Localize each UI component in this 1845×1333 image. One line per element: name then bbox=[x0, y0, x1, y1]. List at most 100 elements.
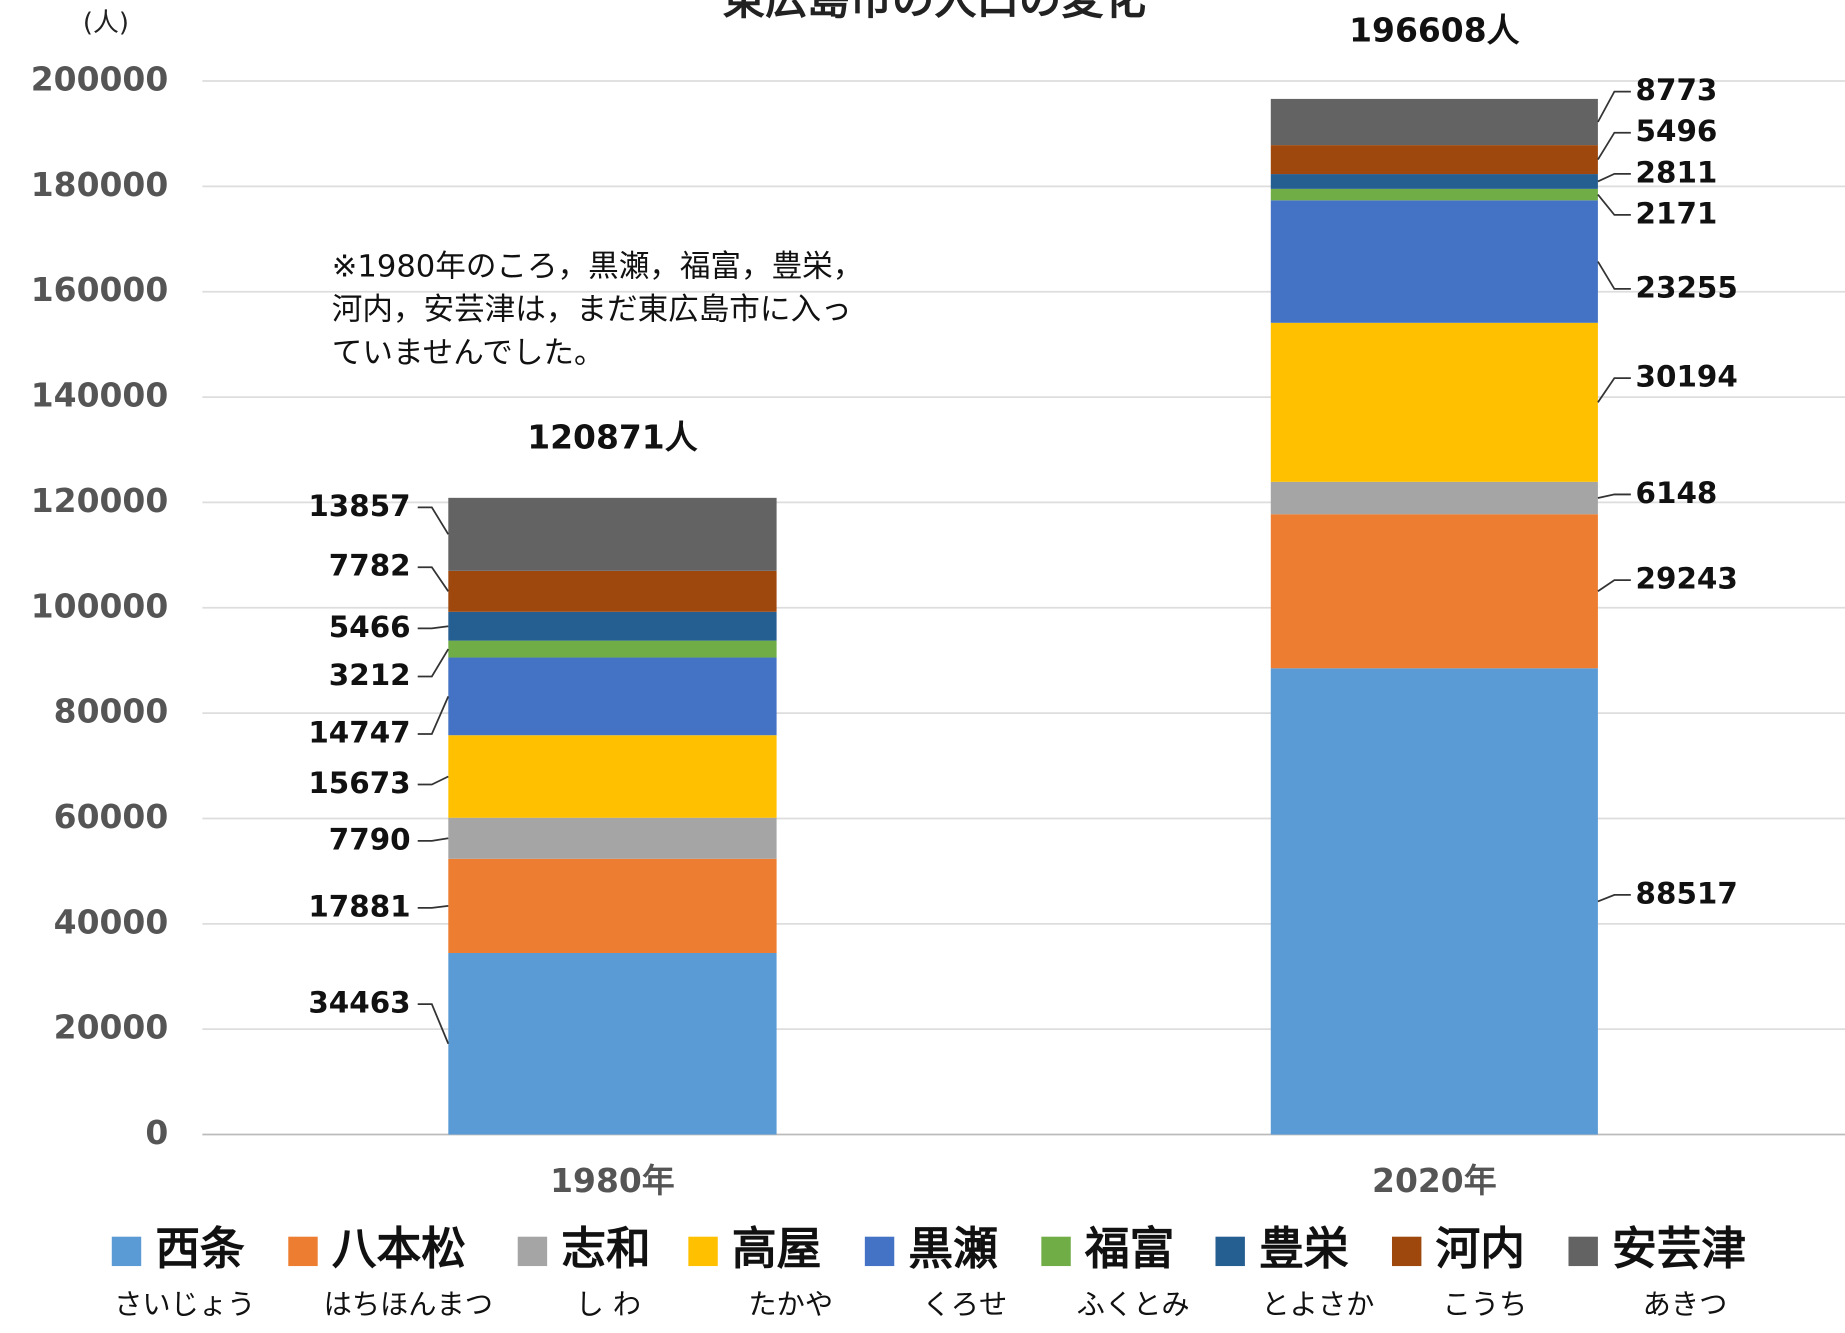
leader-line bbox=[1597, 172, 1631, 183]
bar-segment bbox=[1270, 200, 1598, 323]
x-tick-label: 1980年 bbox=[550, 1161, 675, 1200]
legend-swatch bbox=[517, 1236, 548, 1267]
legend-label: 黒瀬 bbox=[908, 1223, 998, 1275]
bar-segment bbox=[1270, 145, 1598, 175]
data-label: 5496 bbox=[1636, 114, 1718, 148]
legend-label: 福富 bbox=[1084, 1223, 1174, 1275]
legend-swatch bbox=[864, 1236, 895, 1267]
data-label: 14747 bbox=[308, 716, 410, 750]
leader-line bbox=[1597, 493, 1631, 499]
y-tick-label: 0 bbox=[145, 1113, 168, 1152]
data-label: 17881 bbox=[308, 889, 410, 923]
y-tick-label: 40000 bbox=[54, 902, 169, 941]
data-label: 88517 bbox=[1636, 876, 1738, 910]
leader-line bbox=[417, 837, 449, 842]
leader-line bbox=[417, 625, 449, 630]
y-tick-label: 100000 bbox=[31, 586, 169, 625]
legend-reading: とよさか bbox=[1261, 1288, 1374, 1321]
y-tick-label: 160000 bbox=[31, 270, 169, 309]
bar-segment bbox=[1270, 322, 1598, 482]
leader-line bbox=[1597, 894, 1631, 903]
leader-line bbox=[1597, 194, 1631, 216]
legend-label: 高屋 bbox=[732, 1223, 821, 1275]
legend-swatch bbox=[111, 1236, 142, 1267]
leader-line bbox=[417, 905, 449, 909]
y-tick-label: 60000 bbox=[54, 797, 169, 836]
data-label: 34463 bbox=[308, 986, 410, 1020]
legend-label: 志和 bbox=[561, 1223, 650, 1275]
data-label: 2811 bbox=[1636, 155, 1718, 189]
legend-reading: はちほんまつ bbox=[324, 1288, 493, 1321]
bar-segment bbox=[448, 640, 777, 658]
y-tick-label: 200000 bbox=[31, 60, 169, 99]
legend-reading: くろせ bbox=[923, 1288, 1008, 1321]
y-tick-label: 20000 bbox=[54, 1008, 169, 1047]
y-unit-label: (人) bbox=[83, 8, 129, 38]
bar-segment bbox=[448, 817, 777, 859]
chart-title: 東広島市の人口の変化 bbox=[723, 0, 1146, 24]
data-label: 6148 bbox=[1636, 476, 1718, 510]
total-label: 120871人 bbox=[527, 418, 698, 457]
bar-segment bbox=[1270, 188, 1598, 201]
total-label: 196608人 bbox=[1349, 10, 1520, 49]
bar-segment bbox=[448, 952, 777, 1135]
x-tick-label: 2020年 bbox=[1372, 1161, 1497, 1200]
bar-segment bbox=[448, 858, 777, 953]
legend-swatch bbox=[1391, 1236, 1422, 1267]
legend-label: 八本松 bbox=[332, 1223, 466, 1275]
legend-reading: し わ bbox=[576, 1288, 641, 1321]
data-label: 7790 bbox=[329, 822, 411, 856]
data-label: 15673 bbox=[308, 766, 410, 800]
data-label: 23255 bbox=[1636, 270, 1738, 304]
leader-line bbox=[1597, 90, 1631, 123]
data-label: 7782 bbox=[329, 549, 411, 583]
leader-line bbox=[417, 506, 450, 535]
leader-line bbox=[1597, 261, 1631, 290]
y-tick-label: 140000 bbox=[31, 376, 169, 415]
bar-segment bbox=[1270, 514, 1598, 669]
leader-line bbox=[1597, 377, 1631, 403]
leader-line bbox=[417, 566, 450, 592]
legend-swatch bbox=[1041, 1236, 1071, 1267]
bar-segment bbox=[1270, 481, 1598, 515]
bar-segment bbox=[448, 657, 777, 736]
bar-segment bbox=[1270, 668, 1598, 1135]
leader-line bbox=[417, 775, 449, 786]
legend-reading: ふくとみ bbox=[1077, 1288, 1190, 1321]
leader-line bbox=[1597, 131, 1631, 161]
legend-label: 豊栄 bbox=[1259, 1223, 1349, 1275]
leader-line bbox=[417, 696, 450, 735]
leader-line bbox=[1597, 579, 1631, 592]
legend-reading: たかや bbox=[748, 1288, 833, 1321]
data-label: 8773 bbox=[1636, 73, 1718, 107]
y-tick-label: 120000 bbox=[31, 481, 169, 520]
legend-swatch bbox=[688, 1236, 718, 1267]
bar-segment bbox=[448, 570, 777, 612]
note: ※1980年のころ，黒瀬，福富，豊栄， bbox=[332, 249, 863, 284]
legend-reading: さいじょう bbox=[114, 1288, 255, 1321]
bar-segment bbox=[1270, 98, 1598, 146]
y-tick-label: 180000 bbox=[31, 165, 169, 204]
bar-segment bbox=[448, 497, 777, 571]
bar-segment bbox=[448, 611, 777, 641]
data-label: 3212 bbox=[329, 658, 411, 692]
data-label: 30194 bbox=[1636, 360, 1738, 394]
data-label: 5466 bbox=[329, 610, 411, 644]
data-label: 29243 bbox=[1636, 562, 1738, 596]
legend-label: 安芸津 bbox=[1612, 1223, 1746, 1275]
note: ていませんでした。 bbox=[332, 336, 605, 371]
bar-segment bbox=[1270, 174, 1598, 189]
data-label: 13857 bbox=[308, 489, 410, 523]
legend-reading: あきつ bbox=[1643, 1288, 1728, 1321]
leader-line bbox=[417, 648, 450, 678]
data-label: 2171 bbox=[1636, 196, 1718, 230]
bar-segment bbox=[448, 735, 777, 818]
note: 河内，安芸津は，まだ東広島市に入っ bbox=[332, 293, 852, 328]
legend-label: 河内 bbox=[1436, 1223, 1525, 1275]
leader-line bbox=[417, 1003, 450, 1045]
legend-swatch bbox=[1568, 1236, 1598, 1267]
y-tick-label: 80000 bbox=[54, 692, 169, 731]
legend-label: 西条 bbox=[155, 1223, 245, 1275]
legend-swatch bbox=[1215, 1236, 1245, 1267]
